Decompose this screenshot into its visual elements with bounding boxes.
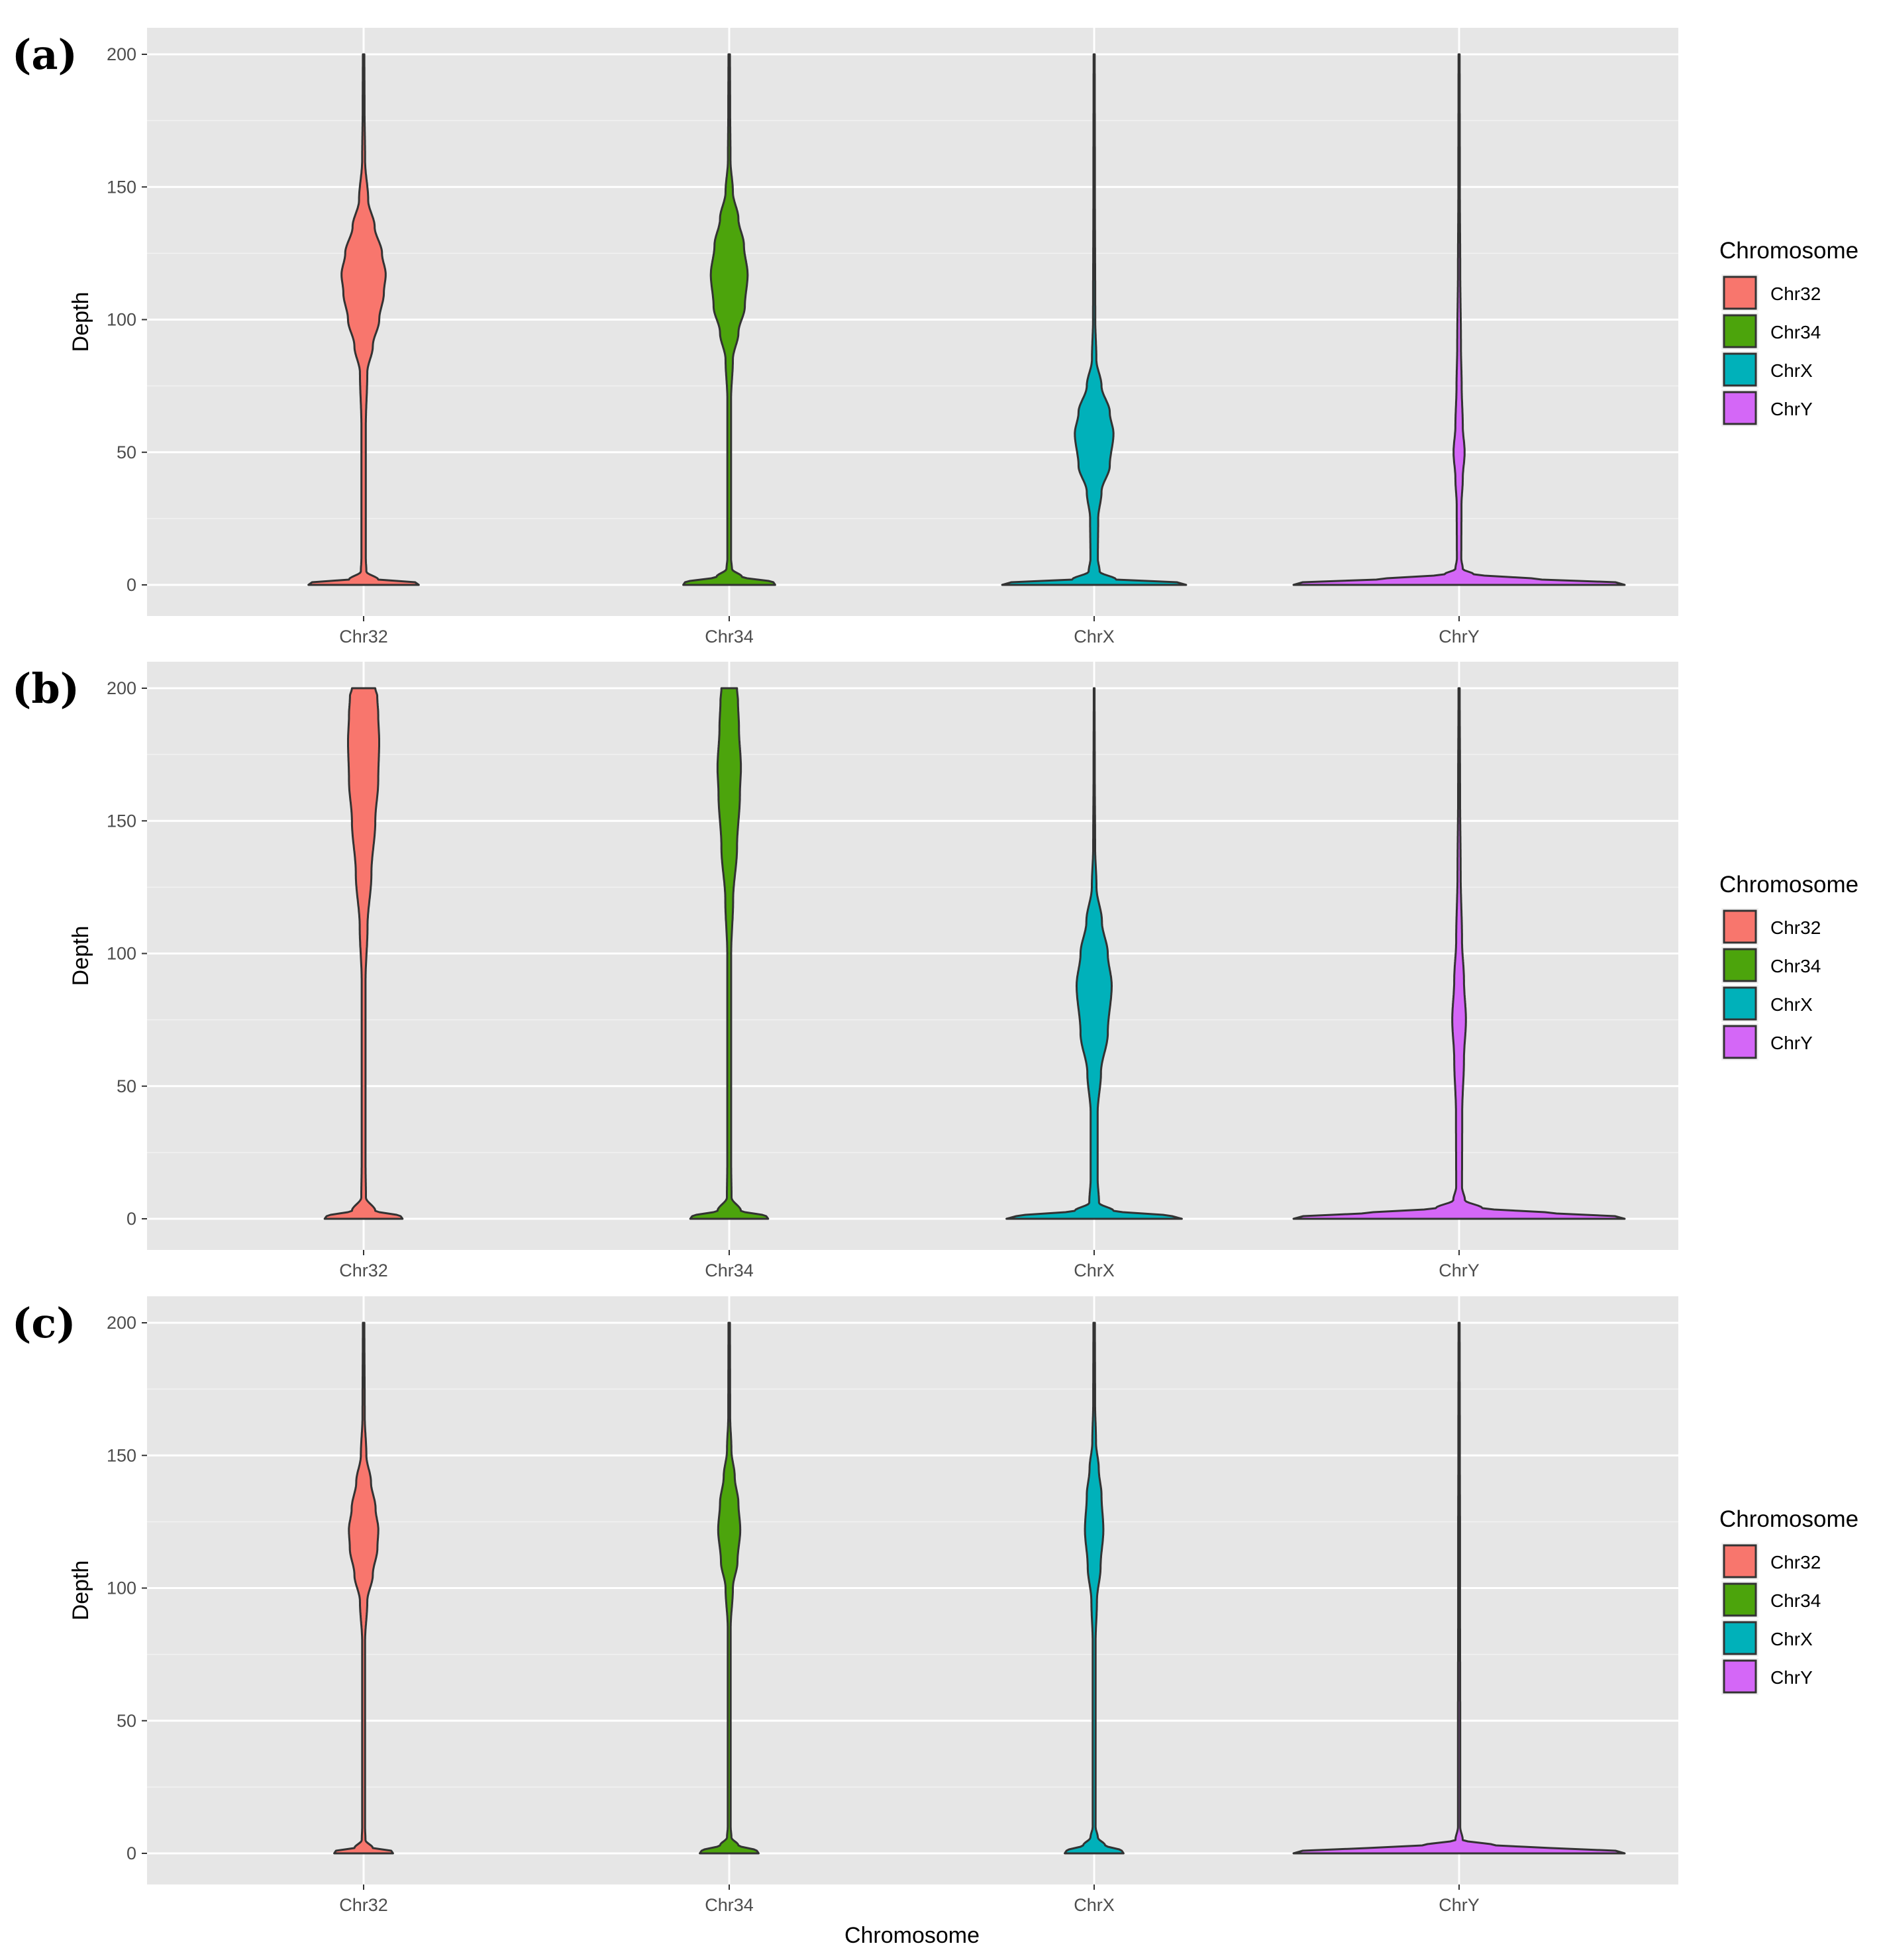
y-tick-label: 100 bbox=[107, 944, 136, 964]
legend-title: Chromosome bbox=[1719, 1506, 1858, 1532]
violin-chry bbox=[1292, 53, 1626, 586]
legend-title: Chromosome bbox=[1719, 238, 1858, 264]
panel-background bbox=[147, 1296, 1678, 1884]
violin-chr34 bbox=[689, 687, 770, 1220]
violin-chr32 bbox=[333, 1321, 394, 1855]
legend-swatch-chr32 bbox=[1723, 276, 1757, 310]
legend-swatch-chr34 bbox=[1723, 1582, 1757, 1617]
legend-swatch-chr34 bbox=[1723, 314, 1757, 348]
x-tick-label-chr32: Chr32 bbox=[339, 1261, 388, 1280]
y-tick-label: 150 bbox=[107, 177, 136, 197]
x-tick-label-chr32: Chr32 bbox=[339, 627, 388, 646]
y-tick-label: 200 bbox=[107, 1313, 136, 1333]
legend: Chromosome Chr32 Chr34 ChrX ChrY bbox=[1719, 872, 1858, 1060]
panel-c: 0 50 100 150 200 Chr32 Chr34 ChrX ChrY Depth (c) Ch… bbox=[12, 1296, 1858, 1915]
panel-b: 0 50 100 150 200 Chr32 Chr34 ChrX ChrY Depth (b) Ch… bbox=[12, 662, 1858, 1280]
y-tick-label: 200 bbox=[107, 678, 136, 698]
y-tick-label: 150 bbox=[107, 811, 136, 831]
y-tick-label: 200 bbox=[107, 44, 136, 64]
legend-label-chr34: Chr34 bbox=[1770, 322, 1821, 342]
y-tick-label: 150 bbox=[107, 1445, 136, 1465]
legend-swatch-chrx bbox=[1723, 986, 1757, 1021]
x-tick-label-chr32: Chr32 bbox=[339, 1895, 388, 1915]
x-tick-label-chrx: ChrX bbox=[1074, 627, 1115, 646]
y-tick-label: 0 bbox=[127, 1209, 136, 1229]
violin-chr34 bbox=[682, 53, 776, 586]
panel-a: 0 50 100 150 200 Chr32 Chr34 ChrX ChrY Depth (a) Ch… bbox=[12, 28, 1858, 646]
legend-label-chr32: Chr32 bbox=[1770, 917, 1821, 938]
violin-chry bbox=[1292, 1321, 1626, 1855]
legend-swatch-chr34 bbox=[1723, 948, 1757, 982]
violin-chrx bbox=[1001, 53, 1188, 586]
x-axis-title: Chromosome bbox=[844, 1923, 980, 1948]
legend-label-chrx: ChrX bbox=[1770, 994, 1813, 1015]
x-tick-label-chry: ChrY bbox=[1439, 1895, 1480, 1915]
legend-label-chr34: Chr34 bbox=[1770, 956, 1821, 976]
violin-chry bbox=[1292, 687, 1626, 1220]
legend-label-chrx: ChrX bbox=[1770, 360, 1813, 381]
y-tick-label: 50 bbox=[117, 1711, 136, 1731]
legend-swatch-chr32 bbox=[1723, 909, 1757, 944]
violin-chr34 bbox=[699, 1321, 760, 1855]
legend-label-chry: ChrY bbox=[1770, 1667, 1813, 1688]
panel-tag: (a) bbox=[12, 30, 77, 79]
violin-chr32 bbox=[307, 53, 420, 586]
legend-title: Chromosome bbox=[1719, 872, 1858, 898]
x-tick-label-chr34: Chr34 bbox=[705, 627, 754, 646]
legend: Chromosome Chr32 Chr34 ChrX ChrY bbox=[1719, 238, 1858, 427]
x-tick-label-chr34: Chr34 bbox=[705, 1261, 754, 1280]
legend: Chromosome Chr32 Chr34 ChrX ChrY bbox=[1719, 1506, 1858, 1695]
x-tick-label-chr34: Chr34 bbox=[705, 1895, 754, 1915]
legend-label-chrx: ChrX bbox=[1770, 1629, 1813, 1649]
y-tick-label: 0 bbox=[127, 575, 136, 595]
y-axis-title: Depth bbox=[68, 1561, 93, 1621]
y-tick-label: 50 bbox=[117, 442, 136, 462]
x-tick-label-chrx: ChrX bbox=[1074, 1261, 1115, 1280]
legend-swatch-chr32 bbox=[1723, 1544, 1757, 1578]
legend-label-chry: ChrY bbox=[1770, 399, 1813, 419]
y-tick-label: 0 bbox=[127, 1843, 136, 1863]
legend-swatch-chry bbox=[1723, 391, 1757, 425]
panel-background bbox=[147, 28, 1678, 616]
legend-label-chr34: Chr34 bbox=[1770, 1590, 1821, 1611]
legend-swatch-chry bbox=[1723, 1659, 1757, 1694]
violin-chrx bbox=[1064, 1321, 1125, 1855]
legend-swatch-chrx bbox=[1723, 1621, 1757, 1655]
legend-swatch-chry bbox=[1723, 1025, 1757, 1059]
y-axis-title: Depth bbox=[68, 926, 93, 986]
y-tick-label: 100 bbox=[107, 1578, 136, 1598]
panel-background bbox=[147, 662, 1678, 1250]
y-axis-title: Depth bbox=[68, 292, 93, 352]
legend-label-chr32: Chr32 bbox=[1770, 1552, 1821, 1573]
legend-label-chry: ChrY bbox=[1770, 1033, 1813, 1053]
y-tick-label: 100 bbox=[107, 310, 136, 330]
x-tick-label-chrx: ChrX bbox=[1074, 1895, 1115, 1915]
legend-label-chr32: Chr32 bbox=[1770, 284, 1821, 304]
panel-tag: (b) bbox=[12, 664, 79, 713]
x-tick-label-chry: ChrY bbox=[1439, 1261, 1480, 1280]
legend-swatch-chrx bbox=[1723, 352, 1757, 387]
violin-chr32 bbox=[323, 687, 404, 1220]
panel-tag: (c) bbox=[12, 1299, 76, 1347]
y-tick-label: 50 bbox=[117, 1076, 136, 1096]
x-tick-label-chry: ChrY bbox=[1439, 627, 1480, 646]
violin-chrx bbox=[1005, 687, 1183, 1220]
